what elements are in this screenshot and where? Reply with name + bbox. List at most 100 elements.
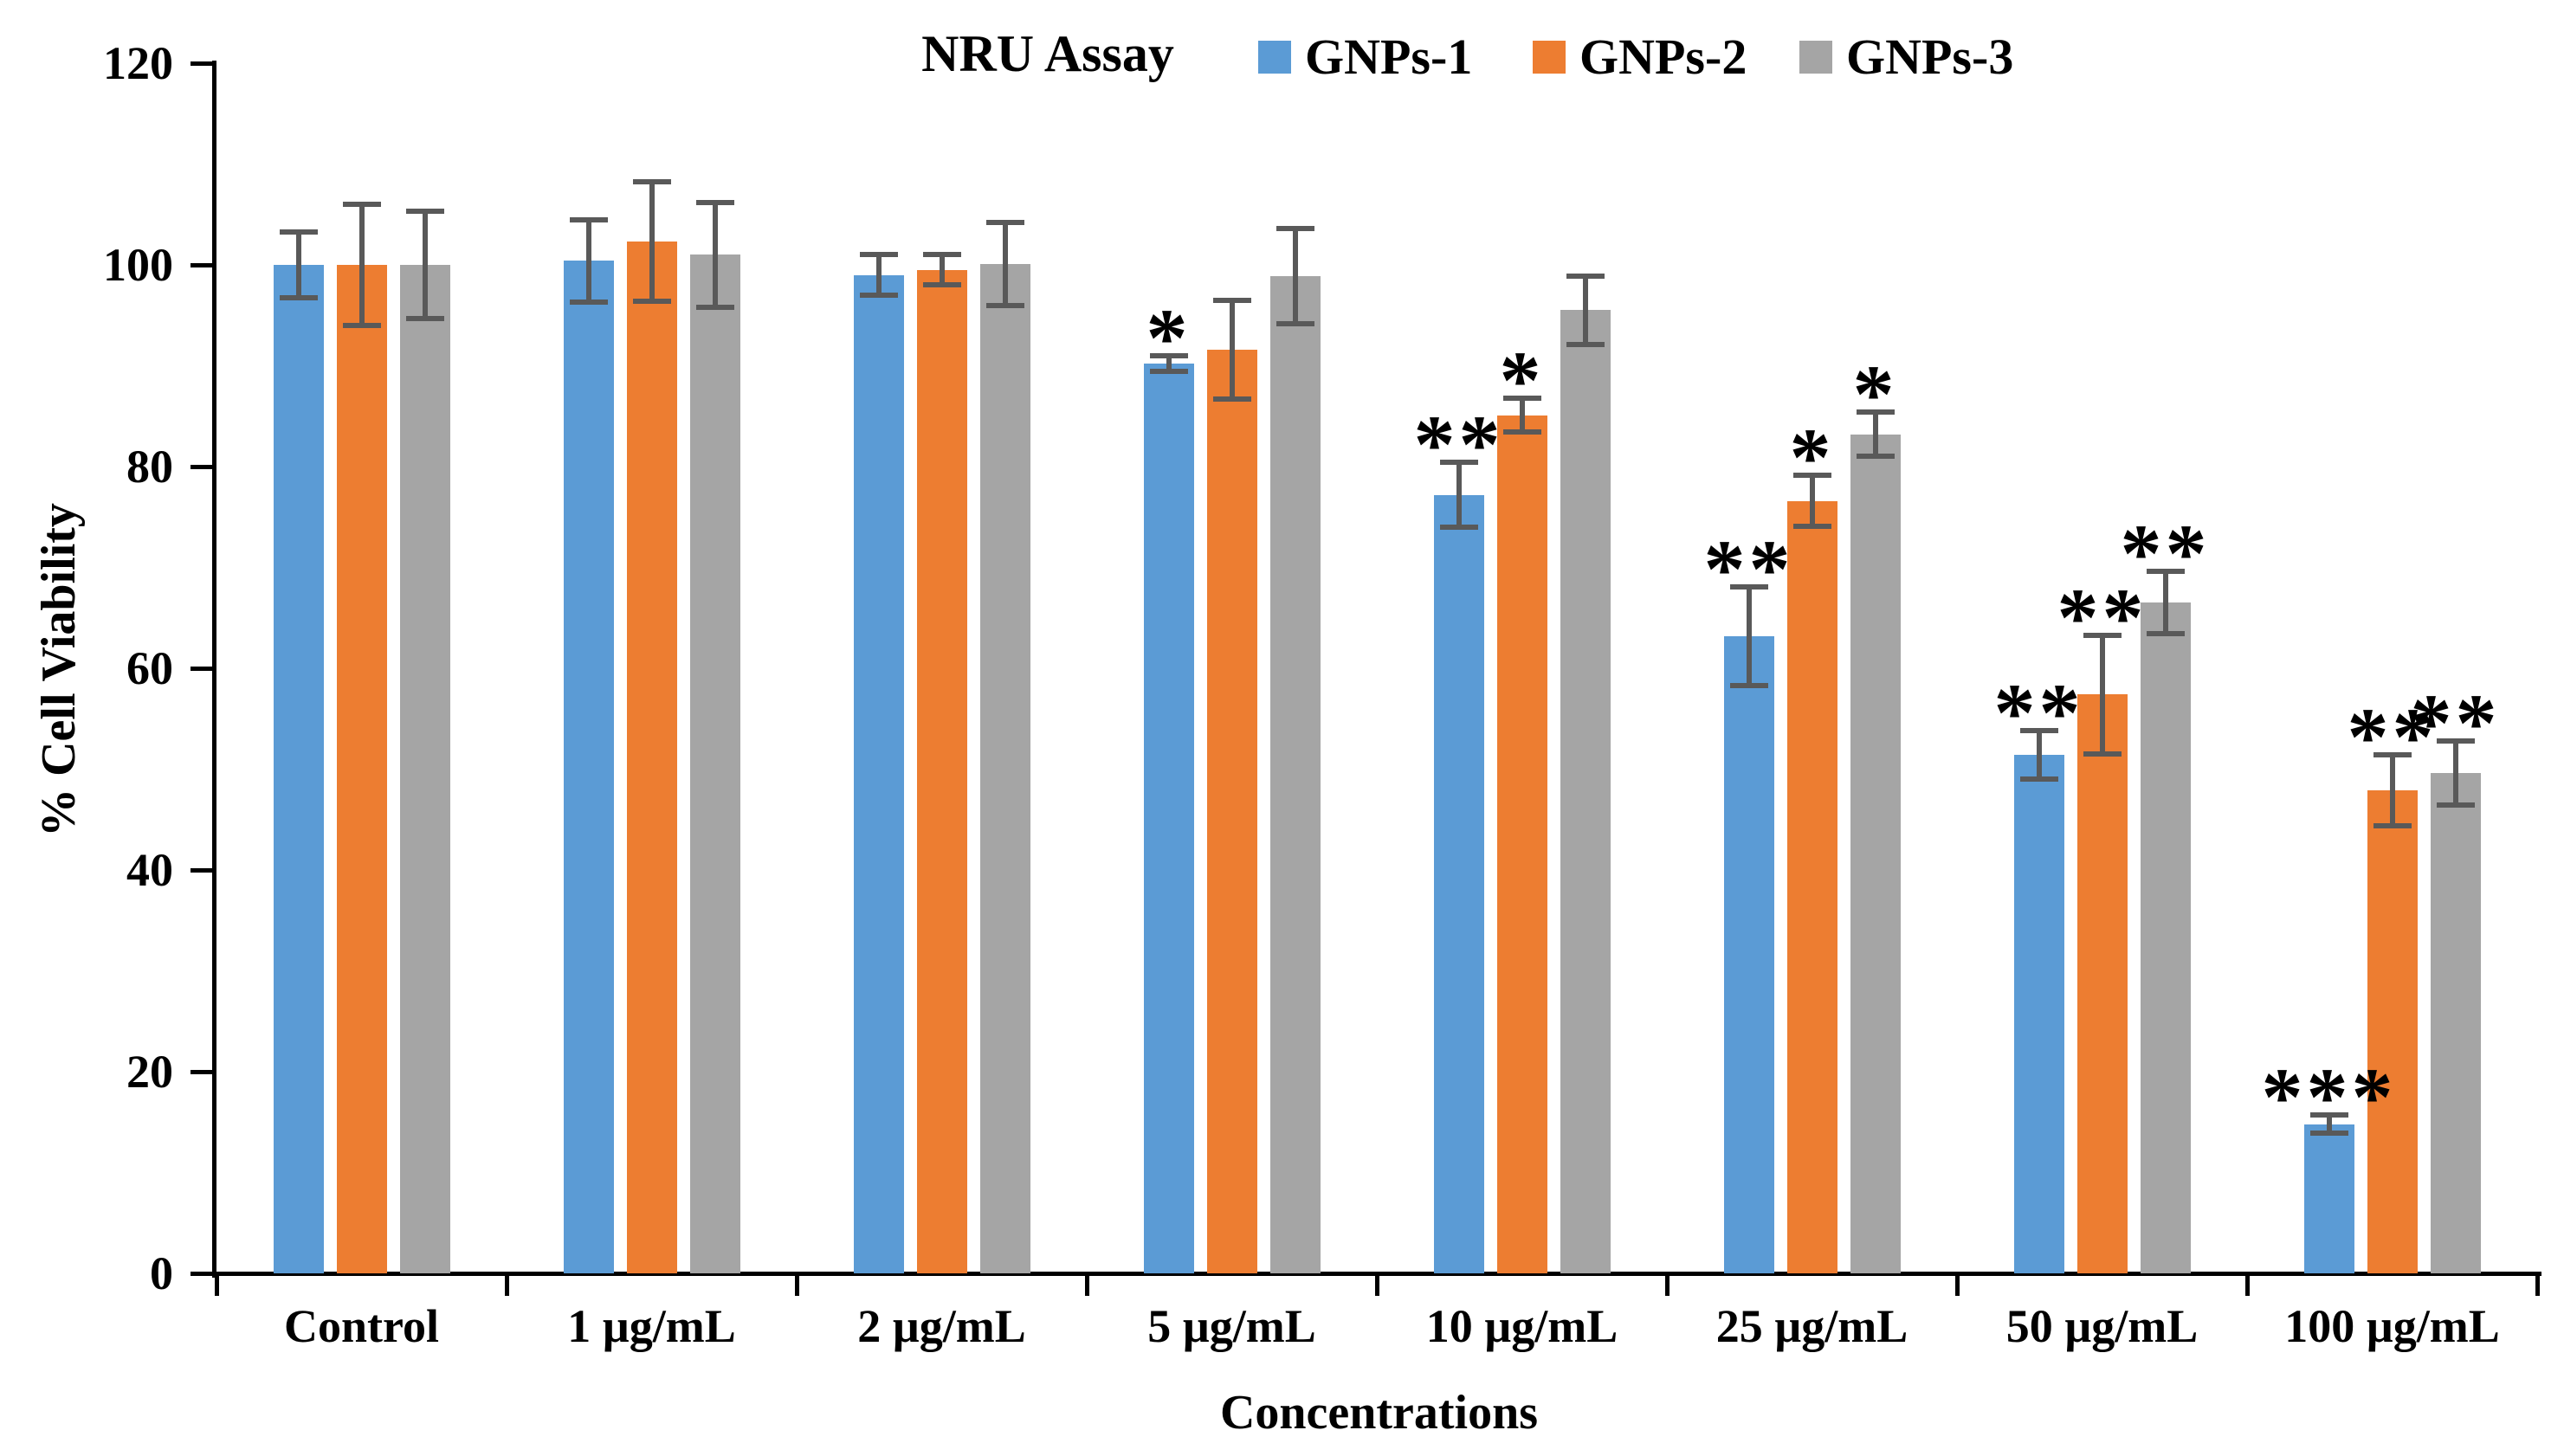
x-category-label: 1 µg/mL <box>567 1300 736 1352</box>
error-bar-line <box>1166 355 1172 372</box>
error-bar-line <box>1809 475 1815 526</box>
x-axis-title: Concentrations <box>1219 1386 1539 1440</box>
error-bar-line <box>2389 755 2395 826</box>
error-bar-cap-bottom <box>1149 369 1188 375</box>
error-bar-cap-top <box>1566 273 1605 279</box>
bar-gnps-3-1 <box>399 265 450 1273</box>
error-bar-cap-top <box>1502 395 1541 401</box>
x-tick-mark <box>1085 1273 1089 1296</box>
error-bar-cap-top <box>1212 297 1251 303</box>
error-bar-line <box>1582 275 1588 345</box>
error-bar-cap-top <box>2019 728 2058 734</box>
error-bar-cap-top <box>922 252 961 258</box>
error-bar-line <box>1002 222 1008 306</box>
error-bar-cap-top <box>2146 569 2185 575</box>
error-bar-cap-bottom <box>342 322 381 328</box>
bar-gnps-3-3 <box>979 263 1030 1273</box>
bar-gnps-1-8 <box>2303 1124 2354 1273</box>
legend-item-gnps-1: GNPs-1 <box>1258 29 1473 85</box>
legend-item-gnps-3: GNPs-3 <box>1799 32 2013 82</box>
y-tick-label: 60 <box>126 642 173 694</box>
y-tick-mark <box>191 465 212 469</box>
y-tick-label: 20 <box>126 1046 173 1098</box>
error-bar-cap-top <box>2083 632 2122 638</box>
error-bar-cap-bottom <box>1792 523 1831 529</box>
significance-stars: ** <box>1993 667 2084 760</box>
error-bar-line <box>2452 740 2458 806</box>
error-bar-line <box>1519 397 1525 433</box>
y-tick-label: 0 <box>150 1247 173 1299</box>
legend-label-gnps-1: GNPs-1 <box>1305 29 1473 85</box>
error-bar-cap-top <box>342 202 381 208</box>
error-bar-cap-top <box>1276 226 1314 232</box>
error-bar-line <box>422 211 428 319</box>
bar-gnps-1-7 <box>2013 755 2064 1273</box>
error-bar-line <box>1229 300 1235 399</box>
error-bar-cap-top <box>1439 460 1478 466</box>
x-category-label: 5 µg/mL <box>1147 1300 1316 1352</box>
y-tick-mark <box>191 1070 212 1074</box>
legend-label-gnps-2: GNPs-2 <box>1579 29 1747 85</box>
error-bar-cap-top <box>1149 352 1188 358</box>
bar-gnps-2-1 <box>336 265 387 1273</box>
bar-gnps-3-5 <box>1560 310 1611 1273</box>
error-bar-cap-top <box>1856 409 1895 416</box>
error-bar-line <box>712 202 718 307</box>
error-bar-cap-bottom <box>985 302 1024 308</box>
bar-gnps-3-6 <box>1850 434 1901 1273</box>
bar-gnps-3-7 <box>2140 602 2191 1273</box>
error-bar-line <box>1292 229 1298 324</box>
significance-stars: * <box>1499 333 1545 427</box>
significance-stars: *** <box>2261 1051 2397 1144</box>
bar-gnps-2-7 <box>2076 694 2128 1273</box>
error-bar-line <box>295 231 301 299</box>
error-bar-cap-bottom <box>1439 524 1478 530</box>
error-bar-cap-top <box>405 209 444 215</box>
significance-stars: ** <box>2120 507 2211 601</box>
error-bar-cap-bottom <box>2019 776 2058 783</box>
bar-gnps-2-6 <box>1786 500 1837 1273</box>
y-tick-label: 80 <box>126 441 173 493</box>
significance-stars: ** <box>1413 398 1504 492</box>
y-tick-mark <box>191 1272 212 1276</box>
error-bar-line <box>649 182 655 301</box>
chart-title: NRU Assay <box>921 25 1174 82</box>
legend-swatch-gnps-3 <box>1799 41 1832 74</box>
bar-gnps-2-4 <box>1206 349 1257 1273</box>
bar-gnps-1-2 <box>563 261 614 1273</box>
error-bar-cap-top <box>695 199 734 205</box>
significance-stars: ** <box>2347 691 2438 784</box>
y-tick-mark <box>191 667 212 671</box>
error-bar-cap-bottom <box>1566 342 1605 348</box>
error-bar-line <box>2099 635 2105 755</box>
error-bar-cap-top <box>859 252 898 258</box>
error-bar-cap-top <box>985 220 1024 226</box>
bar-gnps-2-5 <box>1496 415 1547 1273</box>
x-category-label: 2 µg/mL <box>857 1300 1026 1352</box>
error-bar-cap-top <box>2309 1112 2348 1118</box>
error-bar-cap-bottom <box>569 300 608 306</box>
y-tick-mark <box>191 868 212 873</box>
error-bar-cap-top <box>1792 473 1831 479</box>
x-tick-mark <box>1665 1273 1670 1296</box>
error-bar-cap-bottom <box>695 304 734 310</box>
x-tick-mark <box>795 1273 799 1296</box>
error-bar-cap-bottom <box>859 292 898 298</box>
legend-swatch-gnps-2 <box>1533 41 1566 74</box>
y-axis-line <box>212 61 216 1278</box>
x-category-label: 25 µg/mL <box>1715 1300 1908 1352</box>
significance-stars: * <box>1852 348 1898 441</box>
significance-stars: ** <box>2057 570 2147 664</box>
error-bar-cap-top <box>279 229 318 235</box>
error-bar-line <box>939 254 945 286</box>
significance-stars: ** <box>2410 676 2501 770</box>
error-bar-cap-bottom <box>632 298 671 304</box>
y-tick-label: 120 <box>103 37 173 89</box>
error-bar-cap-bottom <box>2083 751 2122 757</box>
bar-gnps-3-8 <box>2430 773 2481 1273</box>
error-bar-cap-bottom <box>279 295 318 301</box>
error-bar-cap-bottom <box>1212 396 1251 402</box>
x-category-label: Control <box>283 1300 439 1352</box>
error-bar-cap-bottom <box>922 282 961 288</box>
